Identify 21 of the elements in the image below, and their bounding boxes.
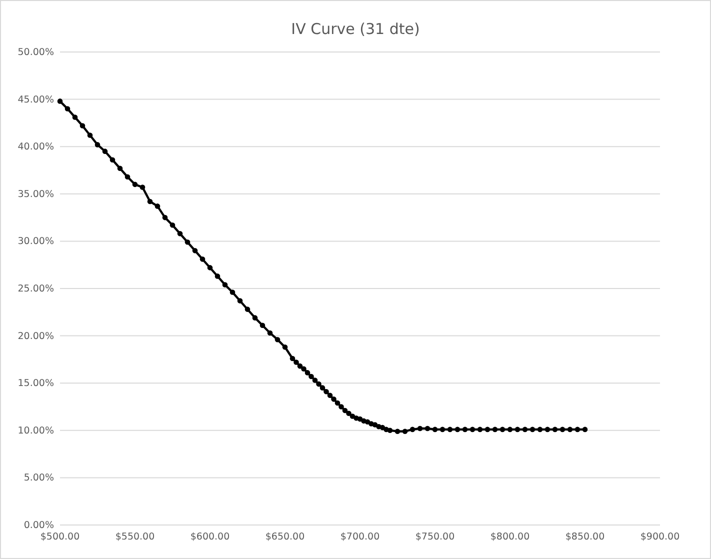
x-tick-label: $800.00 bbox=[490, 532, 530, 543]
x-tick-label: $900.00 bbox=[640, 532, 680, 543]
y-tick-label: 35.00% bbox=[18, 188, 54, 200]
y-tick-label: 0.00% bbox=[24, 520, 54, 532]
y-tick-label: 5.00% bbox=[24, 472, 54, 484]
y-tick-label: 30.00% bbox=[18, 236, 54, 248]
y-tick-label: 40.00% bbox=[18, 142, 54, 153]
y-tick-label: 20.00% bbox=[18, 330, 54, 342]
x-tick-label: $550.00 bbox=[115, 532, 155, 543]
x-tick-label: $500.00 bbox=[40, 532, 80, 543]
x-tick-label: $650.00 bbox=[265, 532, 305, 543]
chart-title: IV Curve (31 dte) bbox=[291, 20, 420, 38]
y-tick-label: 15.00% bbox=[18, 378, 54, 390]
x-tick-label: $700.00 bbox=[340, 532, 380, 543]
y-tick-label: 25.00% bbox=[18, 284, 54, 295]
y-tick-label: 10.00% bbox=[18, 425, 54, 436]
y-tick-label: 50.00% bbox=[18, 47, 54, 58]
y-tick-label: 45.00% bbox=[18, 94, 54, 106]
x-tick-label: $850.00 bbox=[565, 532, 605, 543]
x-tick-label: $750.00 bbox=[415, 532, 455, 543]
x-tick-label: $600.00 bbox=[190, 532, 230, 543]
